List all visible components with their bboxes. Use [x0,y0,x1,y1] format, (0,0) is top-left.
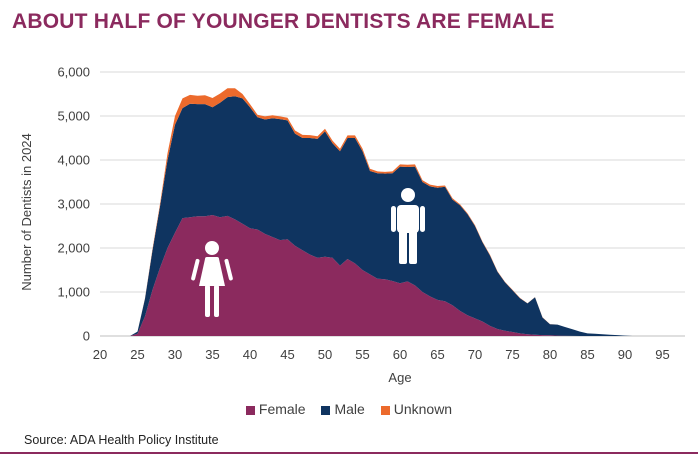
x-tick-label: 85 [580,347,594,362]
x-tick-label: 65 [430,347,444,362]
x-tick-labels: 20 25 30 35 40 45 50 55 60 65 70 75 80 85 90 95 [93,347,670,362]
male-person-icon [391,188,425,264]
y-tick-label: 5,000 [57,109,90,124]
x-tick-label: 25 [130,347,144,362]
x-tick-label: 50 [318,347,332,362]
legend-swatch-female [245,405,255,415]
y-tick-label: 6,000 [57,65,90,80]
female-person-icon [191,241,233,317]
legend-swatch-unknown [380,405,390,415]
area-series-unknown [130,88,633,336]
bottom-divider [0,452,698,454]
legend-item-female: Female [245,401,306,417]
y-tick-label: 3,000 [57,197,90,212]
x-tick-label: 30 [168,347,182,362]
legend-label-unknown: Unknown [393,401,453,417]
x-tick-label: 40 [243,347,257,362]
legend-item-unknown: Unknown [380,401,453,417]
area-series-female [130,215,633,336]
x-axis-label: Age [388,370,411,385]
areas [130,88,633,336]
x-tick-label: 45 [280,347,294,362]
legend-label-male: Male [334,401,365,417]
source-note: Source: ADA Health Policy Institute [24,433,219,447]
legend: Female Male Unknown [0,401,698,417]
x-tick-label: 55 [355,347,369,362]
x-tick-label: 70 [468,347,482,362]
y-tick-label: 4,000 [57,153,90,168]
y-axis-label: Number of Dentists in 2024 [19,133,34,291]
x-tick-label: 90 [618,347,632,362]
y-tick-labels: 0 1,000 2,000 3,000 4,000 5,000 6,000 [57,65,90,344]
legend-swatch-male [321,405,331,415]
x-tick-label: 95 [655,347,669,362]
y-tick-label: 0 [83,329,90,344]
area-series-male [130,96,633,336]
x-tick-label: 20 [93,347,107,362]
x-tick-label: 35 [205,347,219,362]
x-tick-label: 60 [393,347,407,362]
y-tick-label: 1,000 [57,285,90,300]
stacked-area-chart: 20 25 30 35 40 45 50 55 60 65 70 75 80 85 90 95 0 1,000 2… [19,65,685,385]
y-tick-label: 2,000 [57,241,90,256]
chart-title: ABOUT HALF OF YOUNGER DENTISTS ARE FEMAL… [12,10,555,33]
legend-item-male: Male [321,401,365,417]
legend-label-female: Female [258,401,306,417]
x-tick-label: 80 [543,347,557,362]
x-tick-label: 75 [505,347,519,362]
